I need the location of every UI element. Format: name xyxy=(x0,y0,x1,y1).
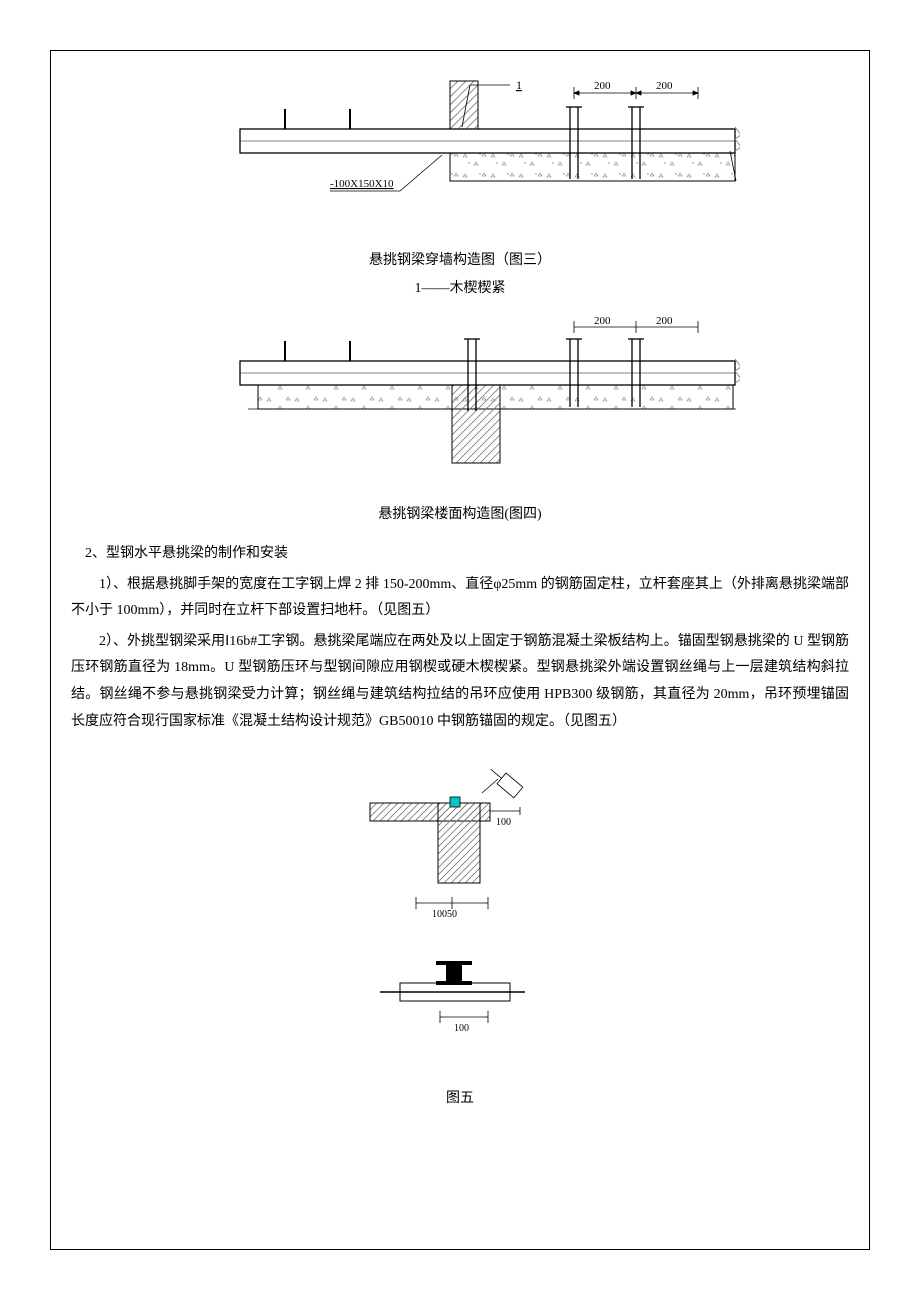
paragraph-1: 1）、根据悬挑脚手架的宽度在工字钢上焊 2 排 150-200mm、直径φ25m… xyxy=(71,572,849,625)
fig5-dim-c: 100 xyxy=(454,1023,469,1034)
fig5-dim-b: 10050 xyxy=(432,909,457,920)
fig4-dim1: 200 xyxy=(594,315,611,327)
figure-5-caption: 图五 xyxy=(71,1087,849,1107)
heading-2: 2、型钢水平悬挑梁的制作和安装 xyxy=(71,541,849,568)
fig3-plate-label: -100X150X10 xyxy=(330,178,394,190)
page-frame: 200 200 1 -100X150X10 悬挑钢梁穿墙构造图（图三） 1——木… xyxy=(50,50,870,1250)
figure-3-caption: 悬挑钢梁穿墙构造图（图三） xyxy=(71,249,849,269)
fig3-dim2: 200 xyxy=(656,80,673,92)
figure-5-diagram: 100 10050 xyxy=(350,753,570,1073)
fig3-dim1: 200 xyxy=(594,80,611,92)
figure-3-block: 200 200 1 -100X150X10 悬挑钢梁穿墙构造图（图三） 1——木… xyxy=(71,71,849,297)
fig5-dim-a: 100 xyxy=(496,817,511,828)
figure-4-diagram: 200 200 xyxy=(180,315,740,495)
figure-3-subcaption: 1——木楔楔紧 xyxy=(71,277,849,297)
fig4-dim2: 200 xyxy=(656,315,673,327)
figure-3-diagram: 200 200 1 -100X150X10 xyxy=(180,71,740,241)
figure-4-caption: 悬挑钢梁楼面构造图(图四) xyxy=(71,503,849,523)
paragraph-2: 2）、外挑型钢梁采用Ⅰ16b#工字钢。悬挑梁尾端应在两处及以上固定于钢筋混凝土梁… xyxy=(71,629,849,735)
fig3-callout: 1 xyxy=(516,78,522,92)
figure-4-block: 200 200 悬挑钢梁楼面构造图(图四) xyxy=(71,315,849,523)
figure-5-block: 100 10050 xyxy=(71,753,849,1107)
